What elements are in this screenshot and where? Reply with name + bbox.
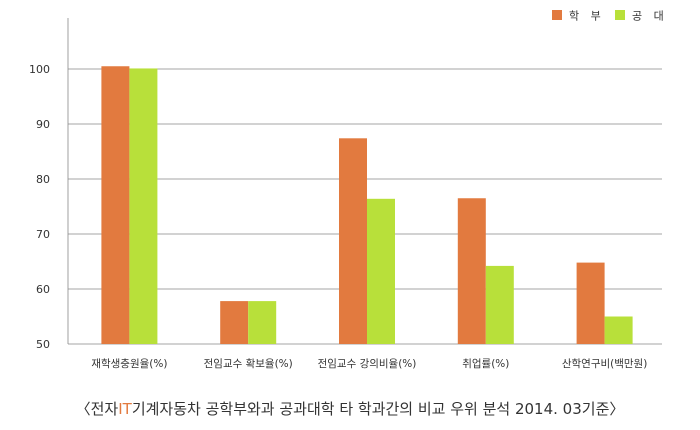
bar-college-4 — [604, 316, 633, 344]
legend-swatch — [552, 10, 562, 20]
bar-department-1 — [220, 301, 249, 344]
x-category-label: 재학생충원율(%) — [91, 358, 167, 370]
x-category-label: 전임교수 강의비율(%) — [318, 357, 417, 370]
x-category-label: 산학연구비(백만원) — [562, 358, 647, 370]
bar-college-0 — [129, 68, 158, 344]
y-tick-label: 70 — [36, 228, 50, 241]
bar-college-2 — [367, 198, 395, 344]
x-axis-labels: 재학생충원율(%) 전임교수 확보율(%) 전임교수 강의비율(%) 취업률(%) 산학… — [91, 357, 647, 370]
caption-rest: 기계자동차 공학부와과 공과대학 타 학과간의 비교 우위 분석 2014. 0… — [131, 400, 625, 418]
bar-department-2 — [339, 138, 367, 344]
legend-label: 공 대 — [632, 10, 668, 23]
caption-highlight: IT — [118, 400, 132, 418]
bar-department-0 — [101, 66, 130, 344]
x-category-label: 취업률(%) — [462, 357, 509, 370]
x-category-label: 전임교수 확보율(%) — [204, 357, 293, 370]
bars — [101, 66, 633, 344]
y-axis-ticks: 50 60 70 80 90 100 — [29, 63, 50, 351]
legend-swatch — [615, 10, 625, 20]
bar-department-4 — [576, 262, 605, 344]
y-tick-label: 80 — [36, 173, 50, 186]
y-tick-label: 60 — [36, 283, 50, 296]
y-tick-label: 50 — [36, 338, 50, 351]
y-tick-label: 90 — [36, 118, 50, 131]
bar-college-3 — [485, 265, 514, 344]
y-tick-label: 100 — [29, 63, 50, 76]
chart-caption: 〈전자IT기계자동차 공학부와과 공과대학 타 학과간의 비교 우위 분석 20… — [0, 398, 700, 419]
caption-open: 〈전자 — [75, 400, 119, 418]
bar-department-3 — [457, 198, 486, 344]
bar-college-1 — [248, 301, 277, 344]
legend-label: 학 부 — [569, 10, 605, 23]
